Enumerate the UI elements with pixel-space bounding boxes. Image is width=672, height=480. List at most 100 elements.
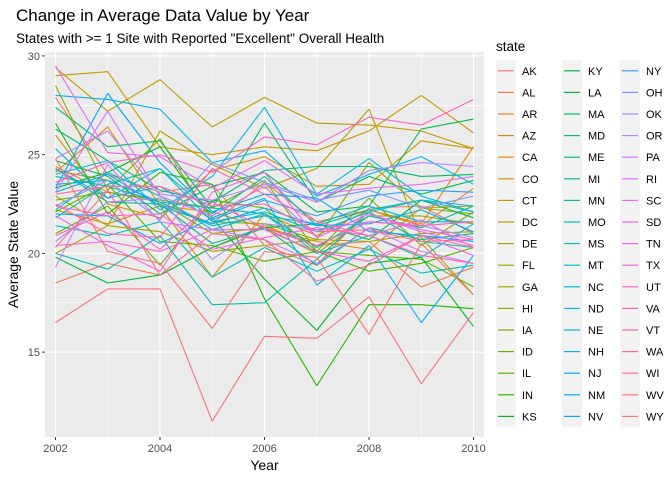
series-line-ut — [55, 98, 474, 183]
legend-label-nm: NM — [588, 390, 605, 402]
series-line-dc — [55, 67, 474, 150]
series-line-al — [55, 225, 474, 288]
legend-label-nv: NV — [588, 411, 604, 423]
legend-label-or: OR — [646, 131, 663, 143]
legend-label-mt: MT — [588, 260, 604, 272]
legend-label-dc: DC — [522, 217, 538, 229]
x-tick-label: 2002 — [43, 443, 67, 455]
series-line-ma — [55, 106, 474, 209]
legend-label-ks: KS — [522, 411, 537, 423]
series-line-ny — [55, 168, 474, 221]
legend-label-ak: AK — [522, 66, 537, 78]
series-line-ms — [55, 221, 474, 278]
series-line-ct — [55, 71, 474, 156]
series-line-nj — [55, 197, 474, 324]
legend-label-az: AZ — [522, 131, 536, 143]
x-tick-label: 2010 — [461, 443, 485, 455]
legend-label-tn: TN — [646, 239, 661, 251]
legend-label-ut: UT — [646, 282, 661, 294]
x-tick-label: 2008 — [357, 443, 381, 455]
legend-label-ny: NY — [646, 66, 662, 78]
legend-label-va: VA — [646, 303, 661, 315]
legend-label-mo: MO — [588, 217, 606, 229]
legend-title: state — [496, 39, 525, 54]
legend-label-ne: NE — [588, 325, 603, 337]
legend-label-fl: FL — [522, 260, 535, 272]
series-line-ri — [55, 110, 474, 247]
legend-label-wi: WI — [646, 368, 659, 380]
series-line-nh — [55, 94, 474, 197]
legend-label-in: IN — [522, 390, 533, 402]
series-line-nd — [55, 148, 474, 233]
y-tick-label: 15 — [28, 347, 40, 359]
series-line-or — [55, 130, 474, 203]
legend-label-me: ME — [588, 152, 605, 164]
chart-subtitle: States with >= 1 Site with Reported "Exc… — [16, 31, 384, 46]
series-line-va — [55, 201, 474, 250]
series-line-md — [55, 128, 474, 203]
legend-label-wv: WV — [646, 390, 664, 402]
chart-title: Change in Average Data Value by Year — [16, 6, 310, 25]
legend-label-ma: MA — [588, 109, 605, 121]
legend-label-wa: WA — [646, 347, 664, 359]
series-line-il — [55, 183, 474, 272]
series-line-sc — [55, 65, 474, 195]
series-line-nm — [55, 173, 474, 233]
legend-label-hi: HI — [522, 303, 533, 315]
y-axis-ticks: 15 20 25 30 — [28, 51, 45, 359]
legend-label-mn: MN — [588, 195, 605, 207]
series-lines — [55, 65, 474, 422]
legend-label-wy: WY — [646, 411, 664, 423]
series-line-wy — [55, 158, 474, 335]
y-axis-title: Average State Value — [5, 181, 21, 308]
legend-label-oh: OH — [646, 87, 663, 99]
series-line-nc — [55, 179, 474, 227]
legend-label-ri: RI — [646, 174, 657, 186]
series-line-vt — [55, 167, 474, 264]
series-line-ks — [55, 146, 474, 331]
legend-label-ca: CA — [522, 152, 538, 164]
legend-label-ga: GA — [522, 282, 539, 294]
legend-label-tx: TX — [646, 260, 661, 272]
x-axis-title: Year — [250, 457, 279, 473]
legend-label-id: ID — [522, 347, 533, 359]
legend-label-pa: PA — [646, 152, 661, 164]
series-line-mn — [55, 167, 474, 227]
legend-label-sd: SD — [646, 217, 661, 229]
series-line-ia — [55, 179, 474, 252]
series-line-tx — [55, 229, 474, 262]
legend-label-nc: NC — [588, 282, 604, 294]
legend-label-vt: VT — [646, 325, 660, 337]
series-line-wa — [55, 185, 474, 243]
legend-label-co: CO — [522, 174, 539, 186]
series-line-wi — [55, 189, 474, 282]
legend-label-nj: NJ — [588, 368, 601, 380]
legend: AK AL AR AZ CA CO CT DC DE FL GA HI IA ID IL IN KS KY LA MA… — [496, 60, 664, 428]
x-tick-label: 2006 — [252, 443, 276, 455]
series-line-ne — [55, 106, 474, 213]
series-line-mt — [55, 171, 474, 258]
legend-label-ct: CT — [522, 195, 537, 207]
series-line-oh — [55, 162, 474, 221]
series-line-wv — [55, 288, 474, 422]
legend-label-ky: KY — [588, 66, 603, 78]
legend-label-ms: MS — [588, 239, 605, 251]
legend-label-md: MD — [588, 131, 605, 143]
legend-label-ar: AR — [522, 109, 537, 121]
legend-label-de: DE — [522, 239, 537, 251]
y-tick-label: 30 — [28, 51, 40, 63]
legend-label-al: AL — [522, 87, 535, 99]
y-tick-label: 20 — [28, 248, 40, 260]
legend-label-ok: OK — [646, 109, 663, 121]
legend-label-mi: MI — [588, 174, 600, 186]
legend-label-la: LA — [588, 87, 602, 99]
x-tick-label: 2004 — [148, 443, 172, 455]
series-line-tn — [55, 205, 474, 250]
legend-label-ia: IA — [522, 325, 533, 337]
legend-label-nh: NH — [588, 347, 604, 359]
legend-label-il: IL — [522, 368, 531, 380]
series-line-fl — [55, 195, 474, 252]
x-axis-ticks: 2002 2004 2006 2008 2010 — [43, 437, 486, 455]
major-gridlines — [45, 52, 484, 437]
